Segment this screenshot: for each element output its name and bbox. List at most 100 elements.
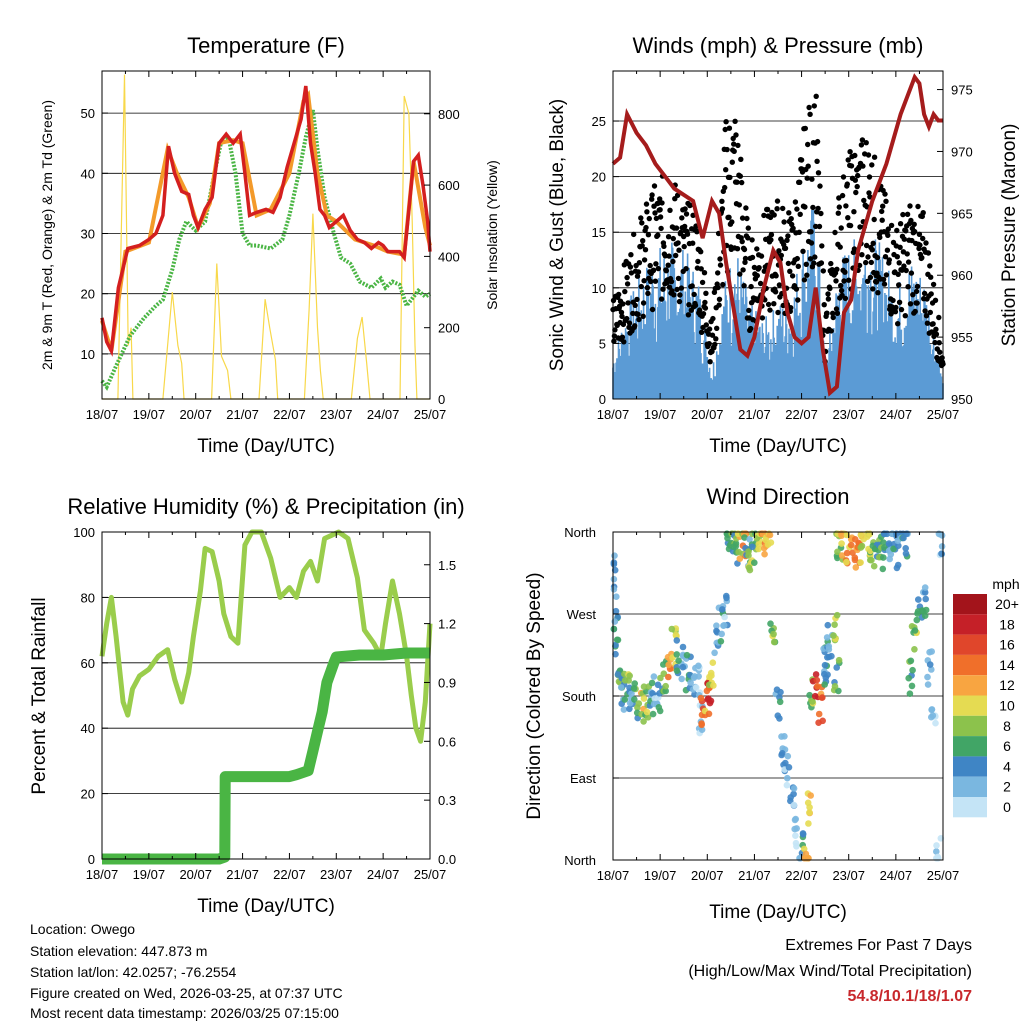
gust-point (818, 260, 825, 266)
gust-point (805, 141, 811, 148)
gust-point (661, 243, 667, 249)
gust-point (908, 217, 914, 224)
gust-point (775, 309, 781, 316)
direction-point (710, 682, 717, 689)
legend-swatch (953, 695, 987, 716)
direction-point (937, 835, 945, 842)
gust-point (913, 288, 920, 295)
direction-point (792, 815, 799, 823)
gust-point (634, 273, 641, 279)
gust-point (815, 170, 822, 176)
gust-point (700, 311, 707, 317)
gust-point (801, 277, 808, 283)
x-axis-title: Time (Day/UTC) (197, 436, 335, 457)
gust-point (903, 228, 909, 234)
gust-point (740, 267, 746, 273)
gust-point (812, 254, 818, 260)
direction-point (767, 539, 775, 546)
direction-point (880, 539, 887, 546)
gust-point (883, 198, 889, 204)
gust-point (846, 277, 852, 283)
relative-humidity-line (99, 529, 433, 744)
gust-point (734, 246, 741, 252)
chart-title: Temperature (F) (187, 33, 345, 58)
gust-point (922, 308, 928, 314)
x-tick-label: 23/07 (320, 867, 353, 882)
gust-point (744, 215, 750, 222)
direction-point (654, 681, 662, 689)
gust-point (628, 252, 634, 258)
gust-point (886, 257, 892, 263)
direction-point (668, 625, 676, 633)
gust-point (864, 278, 871, 284)
y2-tick-label: 970 (951, 144, 973, 159)
direction-point (880, 554, 887, 561)
direction-point (831, 683, 839, 690)
gust-point (624, 315, 630, 322)
x-tick-label: 25/07 (414, 867, 447, 882)
gust-point (757, 280, 764, 287)
gust-point (937, 349, 943, 355)
gust-point (716, 302, 722, 308)
gust-point (858, 142, 865, 148)
gust-point (676, 247, 682, 253)
direction-point (812, 671, 820, 678)
gust-point (678, 229, 684, 235)
gust-point (667, 207, 673, 213)
gust-point (893, 304, 899, 311)
gust-point (739, 238, 745, 245)
gust-point (681, 243, 687, 250)
direction-point (792, 832, 799, 839)
direction-point (707, 669, 715, 677)
gust-point (746, 307, 752, 314)
gust-point (632, 302, 638, 308)
direction-point (610, 560, 618, 568)
legend-label: 10 (999, 698, 1015, 714)
gust-point (895, 321, 901, 327)
gust-point (782, 245, 789, 251)
gust-point (715, 270, 721, 276)
gust-point (834, 266, 840, 272)
direction-point (806, 804, 813, 811)
gust-point (647, 262, 653, 269)
direction-point (719, 606, 726, 613)
direction-point (718, 630, 725, 638)
gust-point (914, 283, 921, 290)
direction-point (711, 649, 718, 657)
gust-point (741, 246, 748, 253)
gust-point (923, 313, 930, 319)
gust-point (885, 226, 891, 232)
gust-point (773, 273, 779, 279)
gust-point (928, 274, 934, 280)
gust-point (842, 269, 848, 275)
gust-point (869, 162, 875, 168)
gust-point (844, 181, 850, 187)
gust-point (635, 269, 642, 275)
direction-point (735, 548, 742, 556)
gust-point (620, 301, 626, 307)
gust-point (737, 271, 743, 277)
gust-point (695, 258, 701, 265)
direction-point (830, 632, 837, 639)
gust-point (634, 296, 640, 303)
direction-point (934, 854, 942, 862)
gust-point (920, 235, 926, 242)
plot-frame (101, 531, 431, 860)
direction-point (697, 694, 705, 702)
gust-point (817, 183, 823, 189)
gust-point (768, 237, 774, 243)
gust-point (897, 221, 904, 227)
direction-point (819, 717, 826, 725)
gust-point (919, 255, 925, 261)
gust-point (727, 174, 733, 181)
gust-point (655, 232, 661, 238)
y-tick-label: 60 (81, 656, 95, 671)
direction-point (662, 687, 669, 695)
gust-point (748, 325, 754, 332)
gust-point (855, 172, 861, 179)
latlon-text: Station lat/lon: 42.0257; -76.2554 (30, 964, 237, 980)
y-tick-label: 40 (81, 721, 95, 736)
gust-point (873, 279, 880, 285)
direction-point (631, 696, 638, 703)
gust-point (877, 234, 883, 241)
